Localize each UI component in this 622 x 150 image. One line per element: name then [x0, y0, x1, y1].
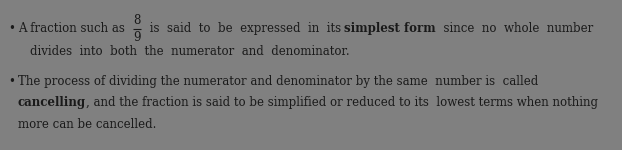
- Text: •: •: [8, 22, 15, 35]
- Text: more can be cancelled.: more can be cancelled.: [18, 118, 156, 131]
- Text: 9: 9: [133, 31, 141, 44]
- Text: A fraction such as: A fraction such as: [18, 22, 129, 35]
- Text: 8: 8: [133, 14, 141, 27]
- Text: The process of dividing the numerator and denominator by the same  number is  ca: The process of dividing the numerator an…: [18, 75, 538, 88]
- Text: is  said  to  be  expressed  in  its: is said to be expressed in its: [146, 22, 345, 35]
- Text: since  no  whole  number: since no whole number: [436, 22, 593, 35]
- Text: •: •: [8, 75, 15, 88]
- Text: , and the fraction is said to be simplified or reduced to its  lowest terms when: , and the fraction is said to be simplif…: [86, 96, 598, 109]
- Text: cancelling: cancelling: [18, 96, 86, 109]
- Text: simplest form: simplest form: [345, 22, 436, 35]
- Text: divides  into  both  the  numerator  and  denominator.: divides into both the numerator and deno…: [30, 45, 350, 58]
